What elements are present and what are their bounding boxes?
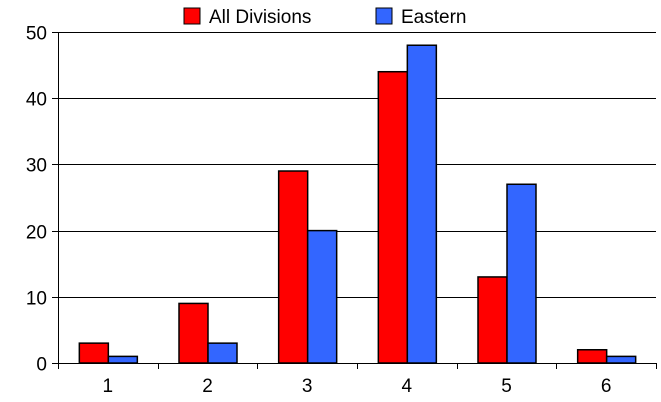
bar-eastern-6 — [605, 355, 637, 364]
bar-all-divisions-6 — [576, 349, 608, 364]
y-tick-label: 0 — [36, 355, 47, 376]
bar-all-divisions-1 — [78, 342, 110, 364]
axes — [52, 32, 657, 369]
bar-eastern-4 — [406, 44, 438, 364]
x-tick-label-2: 2 — [202, 376, 213, 397]
bar-eastern-2 — [207, 342, 238, 364]
bars — [78, 44, 637, 364]
y-tick-label: 50 — [26, 24, 47, 45]
legend-label-all-divisions: All Divisions — [209, 7, 311, 28]
bar-all-divisions-5 — [477, 276, 508, 364]
x-tick-label-1: 1 — [103, 376, 114, 397]
y-tick-label: 20 — [26, 223, 47, 244]
y-tick-label: 40 — [26, 90, 47, 111]
x-tick-label-6: 6 — [601, 376, 612, 397]
bar-all-divisions-2 — [178, 302, 209, 364]
y-tick-label: 10 — [26, 289, 47, 310]
bar-all-divisions-3 — [277, 170, 309, 364]
tick-labels: 0 10 20 30 40 50 1 2 3 4 5 6 — [26, 24, 612, 398]
legend-label-eastern: Eastern — [401, 7, 466, 28]
bar-eastern-3 — [306, 229, 338, 364]
gridlines — [58, 32, 656, 298]
legend-swatch-eastern — [375, 7, 393, 25]
bar-eastern-1 — [107, 355, 139, 364]
legend: All Divisions Eastern — [183, 7, 466, 28]
x-tick-label-3: 3 — [302, 376, 313, 397]
bar-all-divisions-4 — [377, 70, 409, 364]
legend-swatch-all-divisions — [183, 7, 201, 25]
bar-eastern-5 — [506, 183, 537, 364]
x-tick-label-4: 4 — [402, 376, 413, 397]
x-tick-label-5: 5 — [501, 376, 512, 397]
y-tick-label: 30 — [26, 156, 47, 177]
